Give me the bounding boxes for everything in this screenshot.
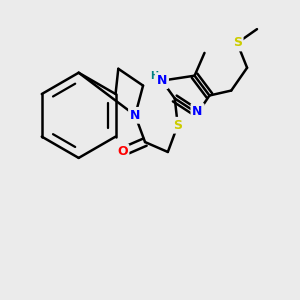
- Text: N: N: [192, 105, 203, 118]
- Text: H: H: [150, 71, 158, 81]
- Text: N: N: [130, 109, 140, 122]
- Text: S: S: [173, 119, 182, 132]
- Text: S: S: [233, 37, 242, 50]
- Text: N: N: [157, 74, 167, 87]
- Text: O: O: [117, 146, 128, 158]
